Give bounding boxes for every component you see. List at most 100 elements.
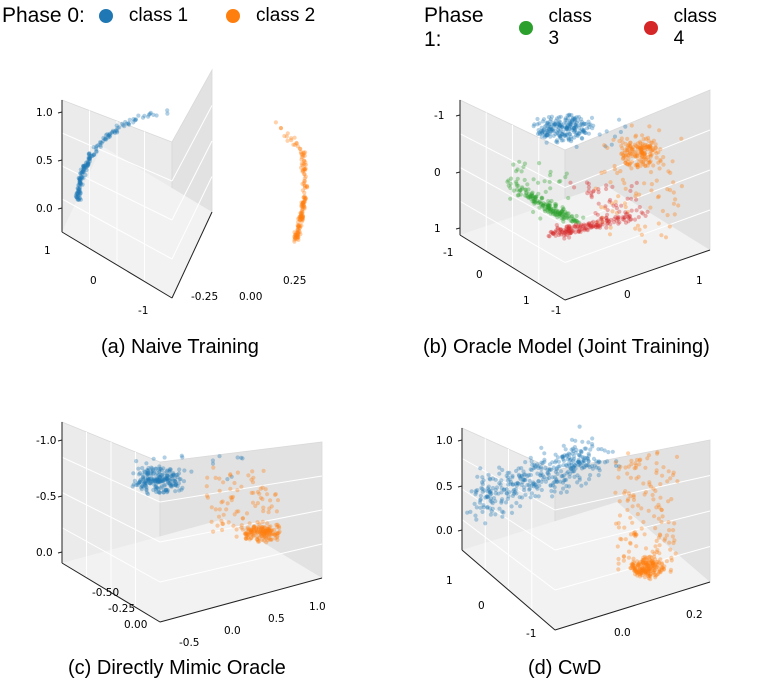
data-point — [478, 497, 483, 502]
data-point — [614, 459, 619, 464]
data-point — [235, 455, 240, 460]
data-point — [259, 529, 264, 534]
data-point — [540, 204, 545, 209]
data-point — [300, 204, 305, 209]
data-point — [668, 188, 673, 193]
data-point — [524, 191, 529, 196]
data-point — [87, 151, 92, 156]
data-point — [640, 211, 646, 216]
data-point — [302, 162, 307, 168]
data-point — [658, 569, 663, 574]
data-point — [636, 474, 641, 479]
data-point — [148, 481, 153, 486]
data-point — [584, 227, 590, 232]
data-point — [620, 146, 625, 151]
data-point — [558, 227, 564, 232]
data-point — [213, 475, 218, 480]
data-point — [589, 464, 595, 469]
data-point — [144, 471, 149, 476]
data-point — [577, 452, 582, 457]
data-point — [300, 207, 305, 212]
data-point — [107, 134, 112, 139]
data-point — [665, 213, 670, 218]
data-point — [557, 210, 563, 215]
data-point — [520, 186, 525, 191]
data-point — [540, 119, 546, 124]
data-point — [642, 153, 647, 158]
data-point — [540, 461, 545, 466]
data-point — [637, 574, 643, 579]
data-point — [660, 565, 665, 570]
data-point — [543, 465, 548, 471]
data-point — [508, 196, 513, 201]
data-point — [648, 568, 654, 573]
data-point — [582, 446, 587, 451]
data-point — [142, 481, 147, 486]
data-point — [101, 135, 106, 141]
data-point — [177, 488, 182, 493]
data-point — [628, 140, 633, 145]
data-point — [539, 196, 544, 201]
data-point — [628, 494, 633, 499]
data-point — [551, 206, 557, 211]
data-point — [532, 465, 538, 470]
legend-marker-class1 — [98, 9, 113, 23]
z-tick-mark — [457, 439, 463, 442]
data-point — [668, 569, 673, 574]
data-point — [594, 220, 599, 225]
data-point — [643, 569, 648, 574]
z-tick-label: 0.0 — [436, 525, 453, 537]
data-point — [656, 160, 661, 165]
data-point — [163, 488, 168, 493]
data-point — [301, 151, 306, 156]
data-point — [545, 205, 550, 210]
legend-entry-class2: class 2 — [226, 5, 315, 27]
data-point — [557, 122, 562, 127]
data-point — [594, 225, 599, 230]
data-point — [578, 129, 583, 134]
data-point — [528, 196, 533, 201]
data-point — [589, 191, 594, 196]
data-point — [164, 490, 170, 495]
data-point — [580, 123, 585, 128]
data-point — [143, 480, 149, 485]
data-point — [613, 490, 618, 495]
data-point — [550, 460, 555, 465]
data-point — [668, 567, 674, 573]
data-point — [289, 138, 294, 143]
data-point — [635, 146, 641, 151]
data-point — [560, 132, 565, 137]
data-point — [635, 571, 640, 576]
data-point — [264, 531, 269, 536]
data-point — [569, 437, 575, 442]
data-point — [142, 481, 147, 486]
data-point — [300, 217, 305, 222]
data-point — [590, 126, 595, 131]
data-point — [653, 575, 658, 580]
data-point — [98, 140, 103, 145]
data-point — [571, 125, 577, 131]
data-point — [487, 488, 492, 493]
data-point — [633, 568, 639, 573]
data-point — [299, 204, 304, 209]
data-point — [583, 121, 588, 127]
data-point — [650, 561, 655, 566]
data-point — [638, 147, 643, 152]
data-point — [508, 185, 513, 191]
data-point — [647, 482, 652, 487]
data-point — [164, 473, 170, 478]
data-point — [645, 144, 651, 149]
data-point — [508, 481, 513, 486]
data-point — [149, 476, 154, 481]
data-point — [493, 491, 498, 496]
data-point — [139, 485, 144, 490]
data-point — [294, 140, 299, 146]
data-point — [488, 490, 493, 495]
data-point — [648, 144, 653, 149]
data-point — [585, 191, 590, 196]
data-point — [83, 160, 89, 165]
data-point — [547, 205, 552, 210]
data-point — [657, 568, 662, 573]
data-point — [176, 471, 182, 476]
data-point — [301, 200, 306, 205]
